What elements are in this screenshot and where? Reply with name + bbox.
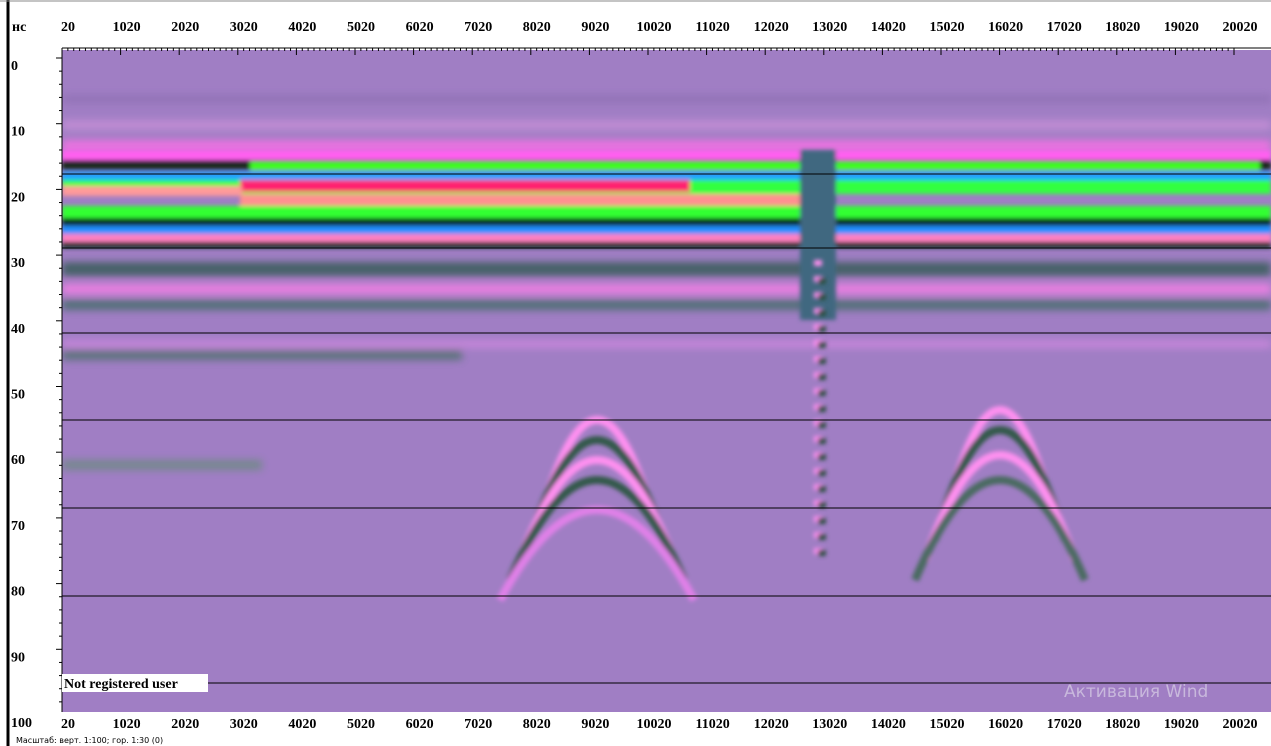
bottom-x-label: 16020 — [988, 717, 1023, 732]
bottom-x-label: 20 — [61, 717, 75, 732]
top-x-label: 20020 — [1223, 20, 1258, 35]
y-label: 70 — [11, 519, 25, 534]
bottom-x-label: 5020 — [347, 717, 375, 732]
y-label: 60 — [11, 453, 25, 468]
bottom-x-label: 17020 — [1047, 717, 1082, 732]
top-x-label: 19020 — [1164, 20, 1199, 35]
y-label: 20 — [11, 190, 25, 205]
top-x-label: 7020 — [464, 20, 492, 35]
radargram — [62, 50, 1271, 712]
watermark: Активация Wind — [1064, 682, 1208, 702]
y-label: 40 — [11, 322, 25, 337]
top-x-label: 9020 — [581, 20, 609, 35]
top-x-label: 13020 — [812, 20, 847, 35]
bottom-x-label: 4020 — [288, 717, 316, 732]
bottom-x-label: 6020 — [406, 717, 434, 732]
bottom-x-label: 14020 — [871, 717, 906, 732]
bottom-x-label: 13020 — [812, 717, 847, 732]
top-x-label: 2020 — [171, 20, 199, 35]
bottom-x-label: 10020 — [637, 717, 672, 732]
top-x-label: 1020 — [113, 20, 141, 35]
bottom-x-label: 2020 — [171, 717, 199, 732]
top-x-label: 18020 — [1105, 20, 1140, 35]
top-x-label: 15020 — [930, 20, 965, 35]
bottom-x-label: 15020 — [930, 717, 965, 732]
y-label: 90 — [11, 650, 25, 665]
top-x-label: 14020 — [871, 20, 906, 35]
top-x-label: 8020 — [523, 20, 551, 35]
bottom-x-label: 8020 — [523, 717, 551, 732]
overlay-text: Not registered user — [64, 677, 178, 692]
bottom-x-label: 9020 — [581, 717, 609, 732]
y-label: 50 — [11, 388, 25, 403]
top-x-label: 5020 — [347, 20, 375, 35]
top-x-label: 16020 — [988, 20, 1023, 35]
radargram-window: нс Not registered user Активация Wind Ма… — [0, 0, 1271, 746]
y-label: 100 — [11, 716, 32, 731]
top-x-label: 10020 — [637, 20, 672, 35]
bottom-x-label: 1020 — [113, 717, 141, 732]
top-x-label: 20 — [61, 20, 75, 35]
bottom-x-label: 12020 — [754, 717, 789, 732]
top-x-label: 6020 — [406, 20, 434, 35]
unit-label: нс — [12, 20, 26, 35]
top-x-label: 11020 — [695, 20, 729, 35]
bottom-x-label: 3020 — [230, 717, 258, 732]
status-text: Масштаб: верт. 1:100; гор. 1:30 (0) — [16, 736, 163, 745]
top-x-label: 12020 — [754, 20, 789, 35]
top-x-label: 17020 — [1047, 20, 1082, 35]
top-x-label: 3020 — [230, 20, 258, 35]
bottom-x-label: 20020 — [1223, 717, 1258, 732]
y-label: 30 — [11, 256, 25, 271]
y-label: 0 — [11, 59, 18, 74]
top-x-label: 4020 — [288, 20, 316, 35]
bottom-x-label: 18020 — [1105, 717, 1140, 732]
bottom-x-label: 11020 — [695, 717, 729, 732]
y-label: 80 — [11, 585, 25, 600]
bottom-x-label: 7020 — [464, 717, 492, 732]
y-label: 10 — [11, 125, 25, 140]
bottom-x-label: 19020 — [1164, 717, 1199, 732]
